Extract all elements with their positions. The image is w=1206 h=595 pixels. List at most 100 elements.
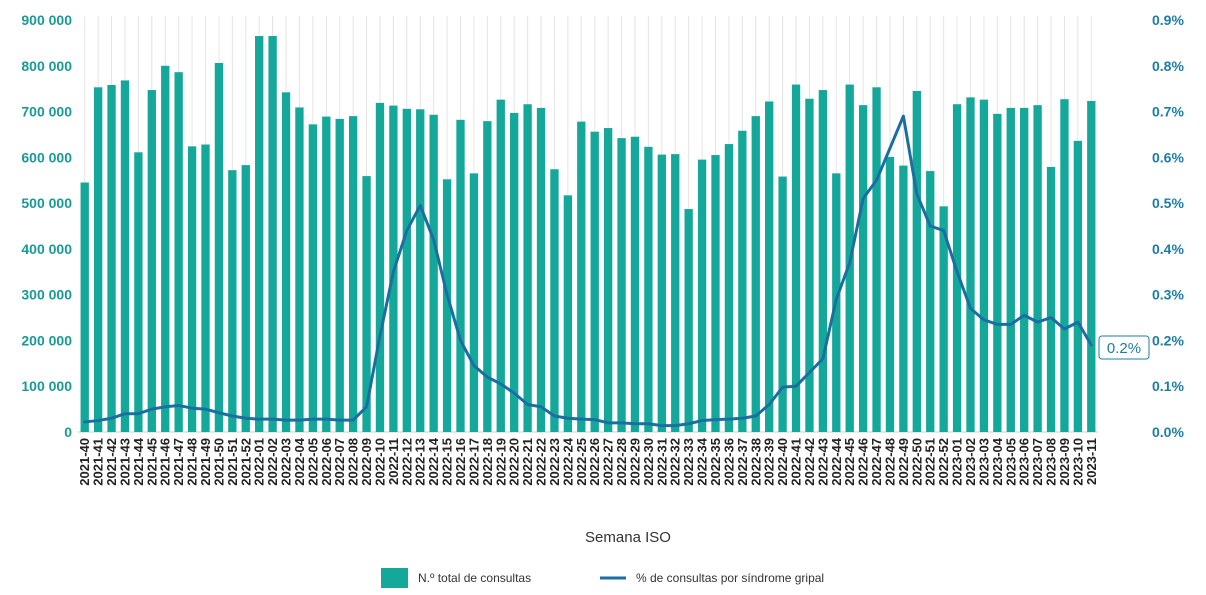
- bar-2022-17: [469, 173, 479, 433]
- x-tick-2022-50: 2022-50: [909, 438, 924, 486]
- callout-box: [1098, 335, 1150, 360]
- x-tick-2022-13: 2022-13: [413, 438, 428, 486]
- bar-2022-10: [375, 102, 385, 433]
- left-y-tick: 400 000: [21, 241, 72, 257]
- left-y-tick: 200 000: [21, 332, 72, 348]
- x-tick-2022-23: 2022-23: [547, 438, 562, 486]
- bar-2022-42: [805, 98, 814, 433]
- bar-2021-42: [107, 85, 116, 432]
- left-y-axis: 0 100 000 200 000 300 000 400 000 500 000 600 …: [21, 12, 72, 440]
- x-tick-2023-03: 2023-03: [976, 438, 991, 486]
- legend-label-bars: N.º total de consultas: [418, 571, 531, 585]
- legend-item-bars: N.º total de consultas: [381, 568, 531, 588]
- bar-2022-48: [885, 156, 895, 432]
- bar-2023-10: [1073, 140, 1083, 432]
- bar-2022-35: [711, 155, 720, 433]
- bar-2023-07: [1033, 105, 1042, 433]
- bar-2021-47: [174, 72, 183, 432]
- left-y-tick: 300 000: [21, 287, 72, 303]
- x-tick-2022-51: 2022-51: [923, 438, 938, 486]
- x-tick-2022-17: 2022-17: [466, 438, 481, 486]
- x-tick-2022-02: 2022-02: [265, 438, 280, 486]
- x-tick-2022-47: 2022-47: [869, 438, 884, 486]
- bar-2022-40: [778, 176, 787, 432]
- bar-2021-44: [134, 152, 143, 433]
- x-tick-2021-51: 2021-51: [225, 438, 240, 486]
- bar-2022-01: [255, 36, 264, 433]
- line-influenza-share: [83, 114, 1093, 428]
- right-y-tick: 0.8%: [1152, 58, 1184, 74]
- x-tick-2022-11: 2022-11: [386, 438, 401, 485]
- x-tick-2023-04: 2023-04: [990, 437, 1005, 485]
- x-tick-2022-28: 2022-28: [614, 438, 629, 486]
- x-tick-2022-33: 2022-33: [681, 438, 696, 486]
- bar-2022-04: [295, 107, 304, 432]
- x-tick-2022-07: 2022-07: [332, 438, 347, 486]
- x-tick-2022-43: 2022-43: [815, 438, 830, 486]
- legend-label-line: % de consultas por síndrome gripal: [636, 571, 824, 585]
- x-tick-2022-29: 2022-29: [627, 438, 642, 486]
- bar-2021-50: [214, 63, 224, 432]
- bar-2022-06: [322, 116, 331, 432]
- x-tick-2023-07: 2023-07: [1030, 438, 1045, 486]
- bar-2022-38: [751, 116, 760, 432]
- bar-2022-26: [590, 131, 599, 432]
- x-tick-2022-22: 2022-22: [534, 438, 549, 486]
- bar-2022-37: [738, 130, 747, 432]
- left-y-tick: 600 000: [21, 149, 72, 165]
- bar-2023-04: [993, 113, 1002, 432]
- x-tick-2021-49: 2021-49: [198, 438, 213, 486]
- x-tick-2021-40: 2021-40: [77, 438, 92, 486]
- x-tick-2021-45: 2021-45: [144, 438, 159, 486]
- x-tick-2022-08: 2022-08: [346, 438, 361, 486]
- bar-2021-45: [147, 90, 156, 432]
- bar-2021-52: [241, 165, 250, 432]
- bar-2022-31: [657, 154, 666, 432]
- x-tick-2023-06: 2023-06: [1017, 438, 1032, 486]
- x-tick-2022-36: 2022-36: [721, 438, 736, 486]
- bar-2021-51: [228, 170, 237, 432]
- bar-2023-09: [1060, 99, 1069, 432]
- x-tick-2022-31: 2022-31: [654, 438, 669, 486]
- bar-2023-03: [979, 99, 989, 433]
- x-tick-2022-38: 2022-38: [748, 438, 763, 486]
- bar-2022-12: [402, 108, 411, 432]
- line-series: [83, 114, 1093, 428]
- x-tick-2021-50: 2021-50: [211, 438, 226, 486]
- bar-2023-06: [1020, 107, 1029, 432]
- x-tick-2022-04: 2022-04: [292, 437, 307, 485]
- right-y-tick: 0.4%: [1152, 241, 1184, 257]
- left-y-tick: 700 000: [21, 104, 72, 120]
- x-tick-2022-24: 2022-24: [560, 437, 575, 485]
- bar-2022-32: [671, 154, 680, 432]
- x-tick-2022-12: 2022-12: [399, 438, 414, 486]
- x-tick-2022-35: 2022-35: [708, 438, 723, 486]
- right-y-tick: 0.6%: [1152, 149, 1184, 165]
- x-tick-2022-52: 2022-52: [936, 438, 951, 486]
- bar-2022-41: [791, 84, 801, 433]
- x-tick-2022-30: 2022-30: [641, 438, 656, 486]
- bar-2022-30: [644, 146, 653, 433]
- bar-2023-08: [1046, 166, 1056, 432]
- bar-2022-08: [348, 116, 358, 432]
- x-tick-2022-48: 2022-48: [882, 438, 897, 486]
- x-tick-2022-09: 2022-09: [359, 438, 374, 486]
- bar-2022-43: [818, 90, 828, 432]
- last-value-callout: 0.2%: [1098, 335, 1150, 360]
- bar-2023-02: [966, 97, 975, 433]
- bar-2022-14: [429, 114, 438, 432]
- x-tick-2022-25: 2022-25: [574, 438, 589, 486]
- bar-2022-22: [536, 107, 546, 432]
- bar-2023-11: [1087, 101, 1096, 432]
- bar-2021-49: [201, 144, 210, 432]
- bar-2021-43: [120, 80, 130, 433]
- x-tick-2021-43: 2021-43: [117, 438, 132, 486]
- x-tick-2022-05: 2022-05: [305, 438, 320, 486]
- bar-2022-13: [416, 109, 425, 433]
- bar-2022-20: [510, 112, 519, 433]
- legend: N.º total de consultas % de consultas po…: [381, 568, 824, 588]
- x-tick-2023-09: 2023-09: [1057, 438, 1072, 486]
- x-tick-2023-10: 2023-10: [1070, 438, 1085, 486]
